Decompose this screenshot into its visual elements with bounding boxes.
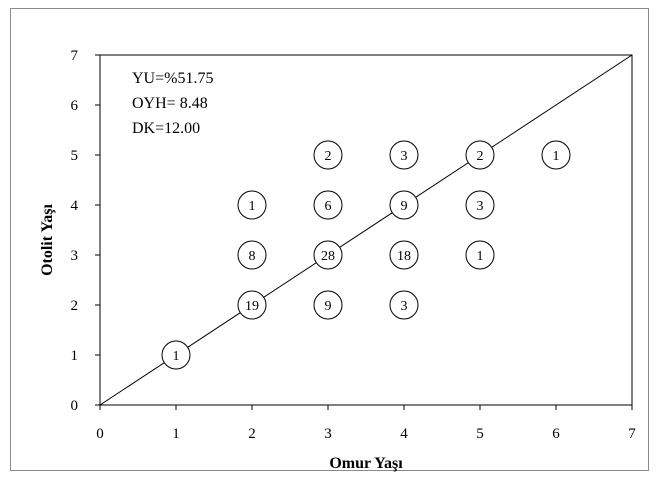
reference-line-group bbox=[99, 54, 633, 406]
point-marker bbox=[237, 190, 267, 220]
point-marker bbox=[313, 240, 343, 270]
y-axis-label: Otolit Yaşı bbox=[39, 204, 56, 276]
x-tick-label: 7 bbox=[628, 426, 636, 442]
data-point: 2 bbox=[465, 140, 495, 170]
x-tick-label: 0 bbox=[96, 426, 104, 442]
y-tick-label: 1 bbox=[71, 348, 79, 364]
y-tick-label: 5 bbox=[71, 148, 79, 164]
point-count-label: 8 bbox=[249, 249, 256, 264]
x-tick-label: 1 bbox=[172, 426, 180, 442]
point-marker bbox=[465, 240, 495, 270]
y-tick-label: 4 bbox=[71, 198, 79, 214]
point-count-label: 1 bbox=[553, 149, 560, 164]
point-marker bbox=[389, 240, 419, 270]
data-point: 6 bbox=[313, 190, 343, 220]
point-marker bbox=[389, 140, 419, 170]
stats-annotation: YU=%51.75 OYH= 8.48 DK=12.00 bbox=[132, 70, 213, 137]
point-count-label: 18 bbox=[397, 249, 411, 264]
point-count-label: 28 bbox=[321, 249, 335, 264]
point-count-label: 3 bbox=[401, 149, 408, 164]
point-marker bbox=[237, 290, 267, 320]
x-axis-ticks: 0 1 2 3 4 5 6 7 bbox=[96, 405, 636, 442]
reference-line bbox=[99, 54, 633, 406]
plot-border bbox=[99, 54, 633, 406]
data-point: 1 bbox=[161, 340, 191, 370]
point-marker bbox=[389, 190, 419, 220]
y-tick-label: 3 bbox=[71, 248, 79, 264]
point-marker bbox=[465, 190, 495, 220]
point-marker bbox=[389, 290, 419, 320]
y-axis-ticks: 0 1 2 3 4 5 6 7 bbox=[71, 48, 100, 414]
y-tick-label: 2 bbox=[71, 298, 79, 314]
x-tick-label: 6 bbox=[552, 426, 560, 442]
data-point: 19 bbox=[237, 290, 267, 320]
point-count-label: 1 bbox=[249, 199, 256, 214]
point-marker bbox=[313, 140, 343, 170]
point-marker bbox=[313, 190, 343, 220]
point-count-label: 19 bbox=[245, 299, 259, 314]
point-count-label: 2 bbox=[325, 149, 332, 164]
point-count-label: 6 bbox=[325, 199, 332, 214]
data-point: 9 bbox=[389, 190, 419, 220]
point-count-label: 3 bbox=[401, 299, 408, 314]
data-point: 1 bbox=[541, 140, 571, 170]
stat-dk: DK=12.00 bbox=[132, 120, 200, 137]
point-count-label: 1 bbox=[477, 249, 484, 264]
data-point: 9 bbox=[313, 290, 343, 320]
point-marker bbox=[465, 140, 495, 170]
y-tick-label: 7 bbox=[71, 48, 79, 64]
x-tick-label: 4 bbox=[400, 426, 408, 442]
point-count-label: 9 bbox=[401, 199, 408, 214]
y-tick-label: 6 bbox=[71, 98, 79, 114]
x-tick-label: 3 bbox=[324, 426, 332, 442]
data-point: 1 bbox=[465, 240, 495, 270]
data-point: 8 bbox=[237, 240, 267, 270]
stat-yu: YU=%51.75 bbox=[132, 70, 213, 87]
data-point: 28 bbox=[313, 240, 343, 270]
y-tick-label: 0 bbox=[71, 398, 79, 414]
point-marker bbox=[313, 290, 343, 320]
point-count-label: 3 bbox=[477, 199, 484, 214]
point-marker bbox=[541, 140, 571, 170]
x-tick-label: 2 bbox=[248, 426, 256, 442]
data-point: 3 bbox=[389, 290, 419, 320]
stat-oyh: OYH= 8.48 bbox=[132, 95, 208, 112]
plot-area bbox=[99, 54, 633, 406]
point-count-label: 9 bbox=[325, 299, 332, 314]
data-point: 1 bbox=[237, 190, 267, 220]
data-point: 3 bbox=[465, 190, 495, 220]
point-count-label: 1 bbox=[173, 349, 180, 364]
point-count-label: 2 bbox=[477, 149, 484, 164]
data-point: 2 bbox=[313, 140, 343, 170]
point-marker bbox=[237, 240, 267, 270]
data-point: 3 bbox=[389, 140, 419, 170]
x-tick-label: 5 bbox=[476, 426, 484, 442]
point-marker bbox=[161, 340, 191, 370]
x-axis-label: Omur Yaşı bbox=[329, 455, 403, 472]
data-point: 18 bbox=[389, 240, 419, 270]
